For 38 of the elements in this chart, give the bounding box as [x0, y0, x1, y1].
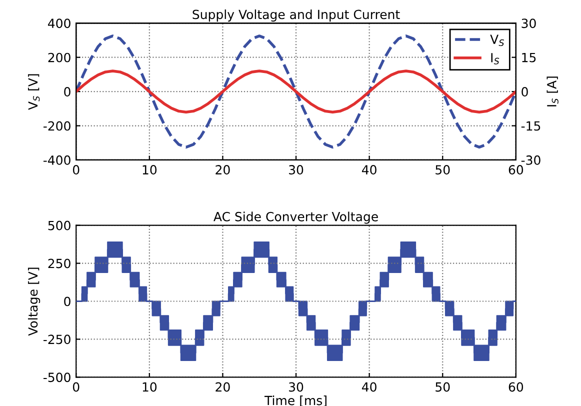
y-tick-label: 400 [48, 18, 70, 28]
y2-tick-label: -15 [521, 121, 540, 131]
y-axis-title: Voltage [V] [28, 268, 40, 336]
x-tick-label: 0 [72, 165, 80, 174]
y-tick-label: 0 [64, 296, 70, 306]
y-tick-label: -400 [43, 155, 70, 165]
y2-axis-title: I$_{S}$ [A] [546, 76, 558, 106]
y2-tick-label: 15 [522, 52, 536, 62]
x-tick-label: 30 [289, 382, 304, 392]
x-tick-label: 30 [289, 165, 304, 174]
line-series [76, 34, 516, 149]
y2-tick-label: -30 [521, 155, 540, 165]
y-tick-label: -250 [43, 334, 70, 344]
y-tick-label: -500 [43, 372, 70, 382]
line-series [76, 70, 516, 114]
x-tick-label: 50 [436, 382, 450, 392]
x-tick-label: 60 [508, 165, 524, 174]
legend-label: I$_{S}$ [491, 53, 500, 64]
y-tick-label: 200 [48, 52, 70, 62]
x-tick-label: 10 [142, 165, 157, 174]
x-tick-label: 60 [508, 382, 524, 392]
y-axis-title: V$_{S}$ [V] [28, 74, 40, 110]
y-tick-label: 250 [48, 258, 70, 268]
x-tick-label: 40 [362, 382, 376, 392]
y2-tick-label: 0 [522, 87, 528, 96]
y-tick-label: -200 [43, 121, 70, 131]
x-tick-label: 20 [216, 165, 230, 174]
legend-label: V$_{S}$ [490, 34, 504, 46]
chart-title: AC Side Converter Voltage [214, 212, 378, 224]
x-tick-label: 10 [142, 382, 157, 392]
x-tick-label: 20 [216, 382, 230, 392]
x-tick-label: 50 [436, 165, 450, 174]
y-tick-label: 0 [64, 87, 70, 96]
chart-title: Supply Voltage and Input Current [192, 9, 400, 22]
x-tick-label: 40 [362, 165, 376, 174]
x-tick-label: 0 [72, 382, 80, 392]
y-tick-label: 500 [48, 220, 70, 230]
y2-tick-label: 30 [522, 18, 536, 28]
